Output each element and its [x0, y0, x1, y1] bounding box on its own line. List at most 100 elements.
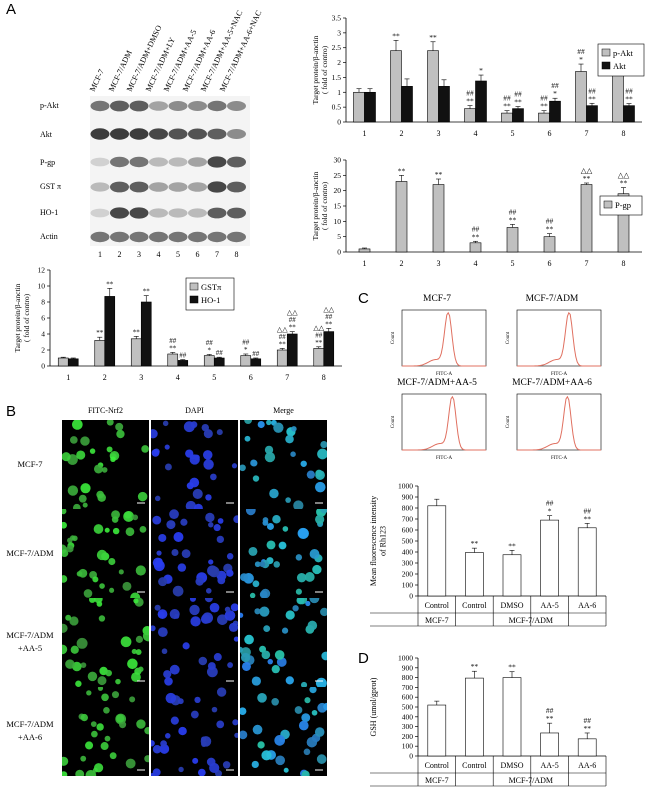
blot-band	[188, 128, 207, 140]
significance-mark: **	[508, 541, 516, 550]
significance-mark: **	[583, 514, 591, 523]
x-tick-label: 2	[400, 259, 404, 268]
micro-cell	[282, 526, 289, 532]
significance-mark: ##	[466, 89, 474, 98]
blot-band	[110, 207, 129, 219]
micro-cell	[272, 514, 281, 524]
bar	[353, 91, 365, 123]
y-tick-label: 800	[402, 504, 414, 513]
y-axis-label: GSH (umol/gprot)	[369, 677, 378, 736]
micro-cell	[80, 713, 88, 722]
micro-cell	[297, 527, 309, 539]
micro-cell	[266, 420, 272, 426]
micro-cell	[90, 721, 97, 728]
significance-mark: **	[106, 280, 114, 288]
micro-cell	[159, 744, 170, 754]
micro-cell	[315, 677, 327, 687]
micro-cell	[144, 755, 149, 763]
blot-lane-number: 5	[176, 250, 180, 259]
blot-band	[168, 231, 188, 243]
significance-mark: *	[479, 66, 483, 75]
micro-cell	[294, 706, 303, 714]
y-tick-label: 0	[409, 592, 413, 601]
significance-mark: **	[435, 170, 443, 179]
significance-mark: **	[466, 97, 474, 106]
micro-image	[240, 598, 327, 687]
micro-cell	[125, 527, 135, 537]
micro-cell	[120, 636, 132, 648]
micro-cell	[72, 503, 81, 509]
blot-lane-number: 8	[234, 250, 239, 259]
micro-cell	[267, 658, 273, 665]
micro-cell	[152, 768, 161, 776]
micro-cell	[72, 420, 83, 430]
micro-cell	[192, 488, 203, 499]
bar	[364, 91, 376, 123]
micro-cell	[252, 580, 260, 588]
significance-mark: ##	[583, 506, 591, 515]
micro-cell	[217, 518, 224, 524]
y-tick-label: 100	[402, 742, 414, 751]
legend-label: GSTπ	[201, 282, 222, 292]
flow-axes-box	[516, 309, 602, 367]
micro-cell	[233, 636, 238, 642]
y-axis-label: Target protein/β-anctin( fold of contro)	[311, 171, 329, 240]
legend-swatch	[189, 282, 199, 291]
micro-cell	[296, 573, 307, 583]
micro-cell	[151, 625, 156, 632]
micro-cell	[320, 441, 327, 449]
bar	[512, 108, 524, 123]
micro-cell	[108, 557, 116, 566]
micro-cell	[127, 658, 138, 670]
bar	[390, 50, 402, 123]
bar	[501, 112, 513, 123]
significance-mark: **	[620, 179, 628, 188]
x-tick-label: 4	[474, 259, 478, 268]
bar	[506, 227, 519, 253]
y-tick-label: 0	[41, 362, 45, 371]
micro-cell	[169, 609, 180, 620]
panel-label-a: A	[6, 1, 17, 18]
micro-image	[240, 420, 327, 509]
micro-cell	[67, 485, 79, 496]
micro-image	[240, 687, 327, 776]
significance-mark: ##	[472, 224, 480, 233]
flow-y-label-group: Count	[391, 415, 396, 428]
flow-histogram: FITC-A Count	[506, 309, 602, 377]
y-tick-label: 200	[402, 570, 414, 579]
significance-mark: **	[514, 98, 522, 107]
micro-cell	[197, 768, 206, 776]
blot-band	[188, 157, 207, 167]
significance-mark: **	[583, 174, 591, 183]
micro-cell	[304, 697, 311, 704]
micro-row-label-line: MCF-7/ADM	[6, 629, 54, 640]
micro-cell	[316, 754, 327, 764]
micro-cell	[230, 603, 238, 612]
x-group-label: MCF-7	[425, 776, 449, 785]
significance-mark: **	[540, 102, 548, 111]
micro-cell	[249, 592, 256, 598]
y-axis-label-line: ( fold of contro)	[320, 45, 329, 94]
y-tick-label: 0	[409, 752, 413, 761]
micro-image	[62, 509, 149, 598]
micro-cell	[178, 766, 184, 773]
significance-mark: △△	[277, 325, 288, 333]
micro-cell	[285, 434, 294, 444]
y-tick-label: 3.5	[332, 14, 342, 23]
x-tick-label: 1	[66, 373, 70, 382]
micro-cell	[194, 696, 201, 703]
flow-x-label: FITC-A	[436, 456, 453, 461]
micro-cell	[67, 537, 73, 544]
micro-cell	[93, 524, 104, 534]
blot-band	[188, 101, 207, 111]
micro-cell	[80, 662, 87, 668]
micro-cell	[97, 676, 107, 686]
significance-mark: **	[429, 33, 437, 42]
micro-cell	[97, 493, 106, 502]
micro-cell	[216, 535, 225, 544]
micro-cell	[259, 561, 266, 568]
legend-swatch	[601, 48, 611, 57]
blot-band	[149, 182, 168, 192]
y-tick-label: 10	[38, 282, 46, 291]
flow-title: MCF-7/ADM+AA-5	[397, 378, 477, 388]
